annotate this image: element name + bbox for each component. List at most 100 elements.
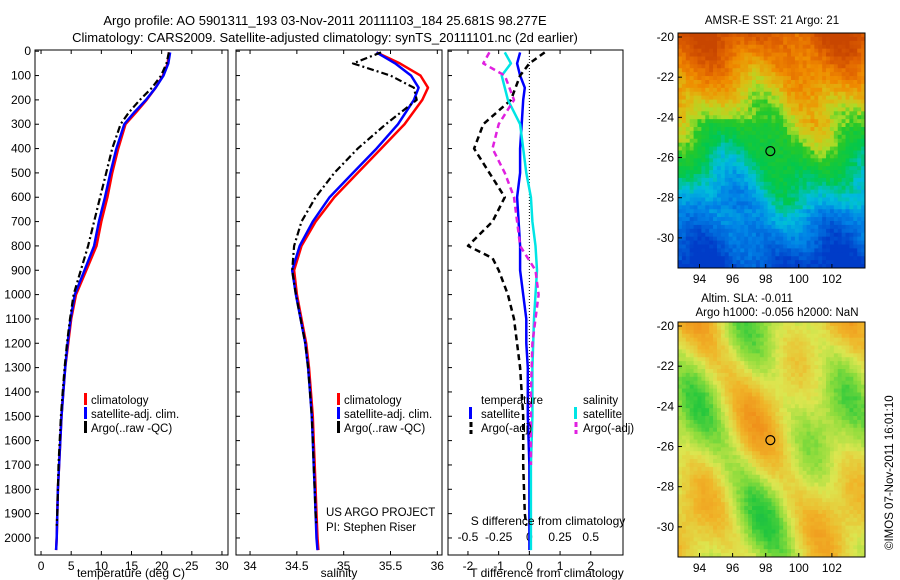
map-cell xyxy=(724,419,730,425)
map-cell xyxy=(802,451,807,456)
map-cell xyxy=(794,197,800,202)
map-cell xyxy=(841,64,846,69)
map-cell xyxy=(853,384,858,389)
map-cell xyxy=(771,52,776,57)
map-cell xyxy=(716,423,722,429)
map-cell xyxy=(744,353,749,358)
map-cell xyxy=(775,353,780,358)
map-cell xyxy=(806,412,811,417)
map-cell xyxy=(740,99,745,104)
map-cell xyxy=(740,224,745,230)
map-cell xyxy=(837,412,843,417)
salinity-xlabel: salinity xyxy=(321,566,358,580)
map-cell xyxy=(736,162,741,167)
map-cell xyxy=(802,400,807,405)
map-cell xyxy=(829,174,835,179)
map-cell xyxy=(697,412,702,417)
map-cell xyxy=(678,80,683,85)
map-cell xyxy=(779,427,784,433)
map-cell xyxy=(849,400,854,405)
map-cell xyxy=(728,357,733,362)
map-cell xyxy=(853,388,858,393)
map-cell xyxy=(720,193,726,198)
map-cell xyxy=(861,170,866,175)
map-cell xyxy=(697,466,702,472)
map-cell xyxy=(822,177,827,183)
map-cell xyxy=(818,459,823,464)
map-cell xyxy=(783,447,788,452)
map-cell xyxy=(853,33,858,38)
map-cell xyxy=(740,40,745,46)
map-cell xyxy=(744,181,749,187)
map-cell xyxy=(810,345,815,350)
map-cell xyxy=(685,256,691,261)
map-cell xyxy=(771,146,776,151)
map-cell xyxy=(732,388,737,393)
map-cell xyxy=(790,396,796,401)
map-cell xyxy=(849,205,854,210)
map-cell xyxy=(798,138,804,144)
map-cell xyxy=(829,361,835,366)
map-cell xyxy=(709,396,714,401)
map-cell xyxy=(833,345,839,350)
map-cell xyxy=(720,205,726,210)
map-cell xyxy=(716,470,722,476)
map-cell xyxy=(841,400,846,405)
map-cell xyxy=(724,459,730,464)
map-cell xyxy=(861,240,866,245)
series-line-argo-raw-qc xyxy=(55,52,170,526)
salinity-x-ticks: 34 34.5 35 35.5 36 xyxy=(243,50,444,573)
map-cell xyxy=(732,111,737,116)
map-cell xyxy=(814,44,819,50)
map-cell xyxy=(685,146,691,151)
map-cell xyxy=(713,240,718,245)
map-cell xyxy=(748,361,753,366)
map-cell xyxy=(713,322,718,327)
map-cell xyxy=(857,341,862,346)
map-cell xyxy=(724,447,730,452)
map-cell xyxy=(736,95,741,100)
map-cell xyxy=(740,322,745,327)
map-cell xyxy=(771,264,776,269)
map-cell xyxy=(763,56,769,61)
map-cell xyxy=(724,372,730,378)
map-cell xyxy=(759,384,765,389)
map-cell xyxy=(779,322,784,327)
map-cell xyxy=(678,349,683,354)
map-cell xyxy=(810,369,815,374)
map-cell xyxy=(701,447,706,452)
map-cell xyxy=(759,181,765,187)
map-cell xyxy=(857,353,862,358)
map-cell xyxy=(806,95,811,100)
map-cell xyxy=(701,474,706,480)
map-cell xyxy=(759,72,765,77)
map-cell xyxy=(814,119,819,124)
map-cell xyxy=(771,439,776,444)
map-cell xyxy=(689,60,694,65)
map-cell xyxy=(693,333,698,339)
map-cell xyxy=(752,329,757,335)
map-cell xyxy=(790,99,796,104)
map-cell xyxy=(775,431,780,436)
map-cell xyxy=(716,99,722,104)
map-cell xyxy=(685,423,691,429)
map-cell xyxy=(802,162,807,167)
map-cell xyxy=(732,91,737,97)
map-cell xyxy=(849,36,854,42)
map-cell xyxy=(829,396,835,401)
map-cell xyxy=(794,357,800,362)
map-cell xyxy=(806,384,811,389)
map-cell xyxy=(826,205,831,210)
map-cell xyxy=(755,256,761,261)
map-cell xyxy=(810,240,815,245)
map-cell xyxy=(701,217,706,222)
map-cell xyxy=(720,48,726,53)
map-cell xyxy=(748,103,753,108)
map-cell xyxy=(798,388,804,393)
map-cell xyxy=(861,33,866,38)
map-cell xyxy=(748,48,753,53)
map-cell xyxy=(790,146,796,151)
map-cell xyxy=(763,470,769,476)
map-cell xyxy=(705,150,710,155)
map-cell xyxy=(728,264,733,269)
